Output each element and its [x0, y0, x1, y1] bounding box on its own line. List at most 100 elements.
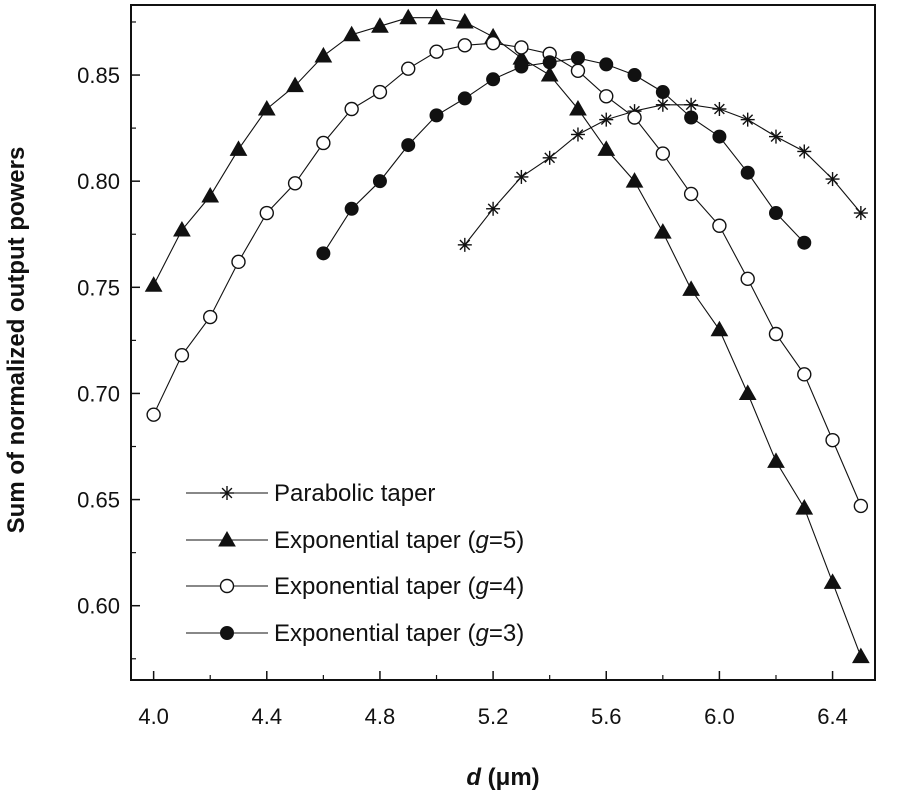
y-tick-label: 0.80	[77, 169, 120, 194]
data-point	[655, 85, 670, 100]
legend-entry: Parabolic taper	[186, 480, 435, 507]
data-point	[684, 110, 699, 125]
x-tick-label: 4.0	[138, 704, 169, 729]
y-tick-label: 0.85	[77, 63, 120, 88]
data-point	[372, 174, 387, 189]
data-point	[738, 384, 757, 400]
data-point	[485, 36, 501, 51]
x-tick-label: 6.4	[817, 704, 848, 729]
legend: Parabolic taper Exponential taper (g=5) Ex…	[186, 480, 524, 647]
data-point	[203, 309, 218, 325]
data-point	[712, 129, 727, 144]
data-point	[797, 235, 812, 250]
data-point	[684, 97, 699, 112]
data-point	[853, 206, 868, 221]
data-point	[314, 46, 333, 63]
data-point	[455, 12, 474, 29]
data-point	[851, 647, 870, 664]
data-point	[286, 76, 304, 93]
data-point	[627, 110, 642, 125]
legend-label: Exponential taper (g=3)	[274, 620, 524, 647]
data-point	[712, 218, 727, 233]
data-point	[768, 326, 784, 342]
data-point	[457, 91, 472, 106]
y-axis-title: Sum of normalized output powers	[3, 147, 30, 534]
series-line	[153, 17, 862, 657]
legend-marker	[220, 626, 234, 640]
data-point	[231, 254, 246, 270]
x-tick-label: 5.2	[478, 704, 509, 729]
data-point	[655, 97, 670, 112]
data-point	[342, 25, 361, 42]
data-point	[740, 165, 755, 180]
data-point	[768, 206, 783, 221]
data-point	[797, 144, 812, 159]
data-point	[173, 220, 191, 237]
x-axis-title: d (μm)	[466, 764, 539, 791]
x-tick-label: 6.0	[704, 704, 735, 729]
data-point	[486, 201, 501, 216]
data-point	[514, 59, 529, 74]
data-point	[486, 72, 501, 87]
data-point	[625, 172, 644, 188]
legend-entry: Exponential taper (g=3)	[186, 620, 524, 647]
legend-marker	[218, 530, 236, 547]
data-point	[146, 407, 161, 422]
legend-label: Exponential taper (g=5)	[274, 527, 524, 554]
data-point	[540, 66, 559, 82]
data-point	[823, 573, 842, 589]
data-point	[740, 112, 755, 127]
data-point	[597, 140, 616, 156]
legend-label: Parabolic taper	[274, 480, 435, 507]
plot-frame	[130, 4, 876, 681]
legend-label: Exponential taper (g=4)	[274, 573, 524, 600]
data-point	[599, 112, 614, 127]
data-point	[570, 127, 585, 142]
data-point	[259, 205, 274, 221]
data-point	[767, 452, 785, 468]
data-point	[201, 187, 220, 203]
data-point	[401, 138, 416, 153]
data-point	[599, 89, 614, 104]
y-tick-label: 0.65	[77, 488, 120, 513]
data-point	[316, 135, 331, 151]
data-point	[570, 51, 585, 66]
data-point	[457, 38, 473, 53]
data-point	[853, 498, 869, 514]
data-point	[229, 140, 248, 156]
data-point	[257, 100, 276, 116]
x-axis: 4.0 4.4 4.8 5.2 5.6 6.0 6.4	[138, 671, 848, 729]
data-point	[401, 61, 416, 76]
data-point	[740, 271, 755, 287]
data-point	[682, 280, 700, 296]
data-point	[429, 44, 444, 59]
data-point	[768, 129, 783, 144]
data-point	[683, 186, 699, 202]
series-2	[144, 8, 870, 664]
legend-entry: Exponential taper (g=5)	[186, 527, 524, 554]
data-point	[710, 320, 729, 337]
data-point	[542, 55, 557, 70]
data-point	[457, 237, 472, 252]
data-point	[797, 367, 812, 382]
series-3	[146, 36, 869, 514]
data-point	[287, 176, 303, 191]
series-4	[316, 51, 812, 261]
x-tick-label: 5.6	[591, 704, 622, 729]
data-point	[427, 8, 446, 25]
plot-area	[144, 8, 870, 664]
data-point	[599, 57, 614, 72]
y-tick-label: 0.70	[77, 381, 120, 406]
data-point	[514, 169, 529, 184]
data-point	[514, 40, 529, 55]
data-point	[371, 17, 389, 33]
data-point	[569, 100, 587, 116]
data-point	[144, 276, 163, 292]
y-tick-label: 0.60	[77, 594, 120, 619]
series-line	[322, 57, 805, 254]
data-point	[825, 172, 840, 187]
data-point	[429, 108, 444, 123]
data-point	[372, 84, 388, 100]
data-point	[825, 432, 840, 448]
